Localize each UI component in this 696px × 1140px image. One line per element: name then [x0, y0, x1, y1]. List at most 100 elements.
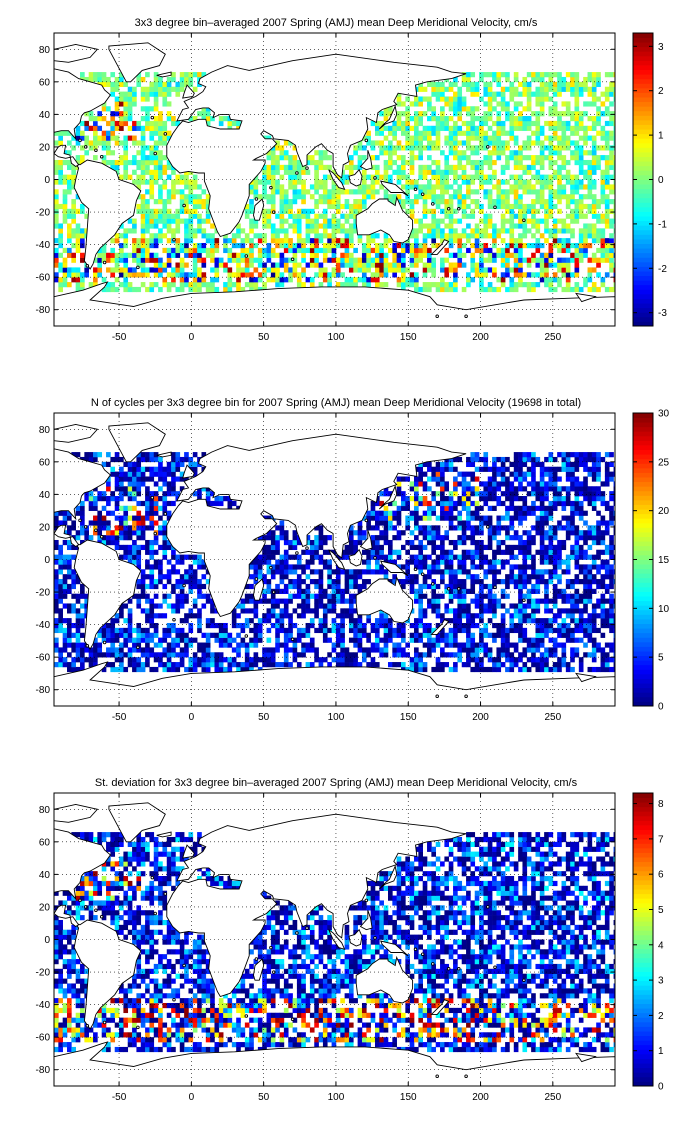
colorbar-segment — [633, 87, 653, 93]
bin-cell — [414, 242, 419, 249]
bin-cell — [505, 179, 510, 185]
bin-cell — [318, 159, 324, 166]
bin-cell — [201, 228, 207, 234]
bin-cell — [531, 564, 536, 570]
bin-cell — [422, 642, 428, 648]
bin-cell — [518, 262, 523, 268]
bin-cell — [418, 583, 423, 590]
bin-cell — [535, 208, 541, 214]
bin-cell — [162, 627, 168, 634]
bin-cell — [483, 179, 489, 185]
bin-cell — [101, 627, 107, 634]
bin-cell — [505, 159, 510, 166]
bin-cell — [461, 613, 467, 619]
bin-cell — [101, 145, 107, 151]
bin-cell — [470, 199, 476, 205]
bin-cell — [340, 282, 345, 288]
bin-cell — [457, 101, 463, 107]
bin-cell — [565, 174, 571, 180]
bin-cell — [344, 247, 350, 254]
bin-cell — [296, 583, 302, 590]
bin-cell — [496, 189, 502, 195]
island — [136, 265, 140, 270]
bin-cell — [557, 657, 562, 663]
bin-cell — [54, 213, 59, 219]
bin-cell — [353, 593, 358, 599]
bin-cell — [262, 213, 267, 219]
bin-cell — [305, 647, 311, 653]
bin-cell — [227, 252, 233, 258]
bin-cell — [396, 257, 402, 263]
bin-cell — [80, 145, 85, 151]
bin-cell — [457, 140, 463, 146]
bin-cell — [487, 647, 493, 653]
bin-cell — [270, 145, 276, 151]
bin-cell — [67, 213, 72, 219]
bin-cell — [474, 130, 480, 136]
bin-cell — [492, 608, 497, 614]
bin-cell — [93, 140, 98, 146]
bin-cell — [479, 583, 484, 590]
bin-cell — [127, 657, 133, 663]
bin-cell — [578, 238, 584, 244]
bin-cell — [583, 579, 588, 585]
bin-cell — [279, 213, 285, 219]
bin-cell — [578, 81, 584, 88]
island — [295, 171, 299, 175]
bin-cell — [240, 637, 246, 643]
colorbar-segment — [633, 33, 653, 38]
bin-cell — [162, 81, 168, 88]
colorbar-tick-label: -3 — [658, 308, 667, 319]
bin-cell — [453, 574, 458, 580]
bin-cell — [292, 647, 298, 653]
bin-cell — [158, 81, 163, 88]
bin-cell — [457, 613, 463, 619]
bin-cell — [136, 583, 142, 590]
bin-cell — [201, 666, 207, 673]
bin-cell — [127, 252, 133, 258]
bin-cell — [440, 96, 445, 102]
bin-cell — [596, 257, 601, 263]
bin-cell — [366, 652, 371, 658]
bin-cell — [197, 593, 202, 599]
bin-cell — [448, 242, 454, 249]
bin-cell — [470, 120, 476, 127]
bin-cell — [574, 588, 580, 594]
bin-cell — [327, 569, 332, 575]
bin-cell — [288, 159, 293, 166]
bin-cell — [296, 652, 302, 658]
bin-cell — [435, 130, 441, 136]
bin-cell — [457, 184, 463, 190]
bin-cell — [119, 242, 124, 249]
bin-cell — [409, 277, 415, 283]
bin-cell — [440, 662, 445, 668]
bin-cell — [145, 155, 150, 161]
bin-cell — [609, 613, 614, 619]
bin-cell — [440, 91, 445, 97]
bin-cell — [145, 86, 150, 92]
bin-cell — [474, 169, 480, 175]
bin-cell — [62, 579, 68, 585]
bin-cell — [145, 608, 150, 614]
bin-cell — [218, 257, 224, 263]
bin-cell — [383, 106, 389, 112]
bin-cell — [166, 135, 172, 141]
bin-cell — [231, 613, 237, 619]
bin-cell — [544, 267, 549, 273]
bin-cell — [275, 252, 280, 258]
bin-cell — [158, 169, 163, 175]
bin-cell — [275, 622, 280, 629]
bin-cell — [119, 91, 124, 97]
bin-cell — [67, 150, 72, 156]
bin-cell — [340, 238, 345, 244]
bin-cell — [153, 257, 159, 263]
bin-cell — [210, 223, 215, 229]
bin-cell — [309, 662, 315, 668]
bin-cell — [518, 569, 523, 575]
bin-cell — [552, 238, 558, 244]
bin-cell — [236, 228, 241, 234]
bin-cell — [201, 662, 207, 668]
bin-cell — [166, 642, 172, 648]
bin-cell — [110, 666, 116, 673]
bin-cell — [470, 135, 476, 141]
